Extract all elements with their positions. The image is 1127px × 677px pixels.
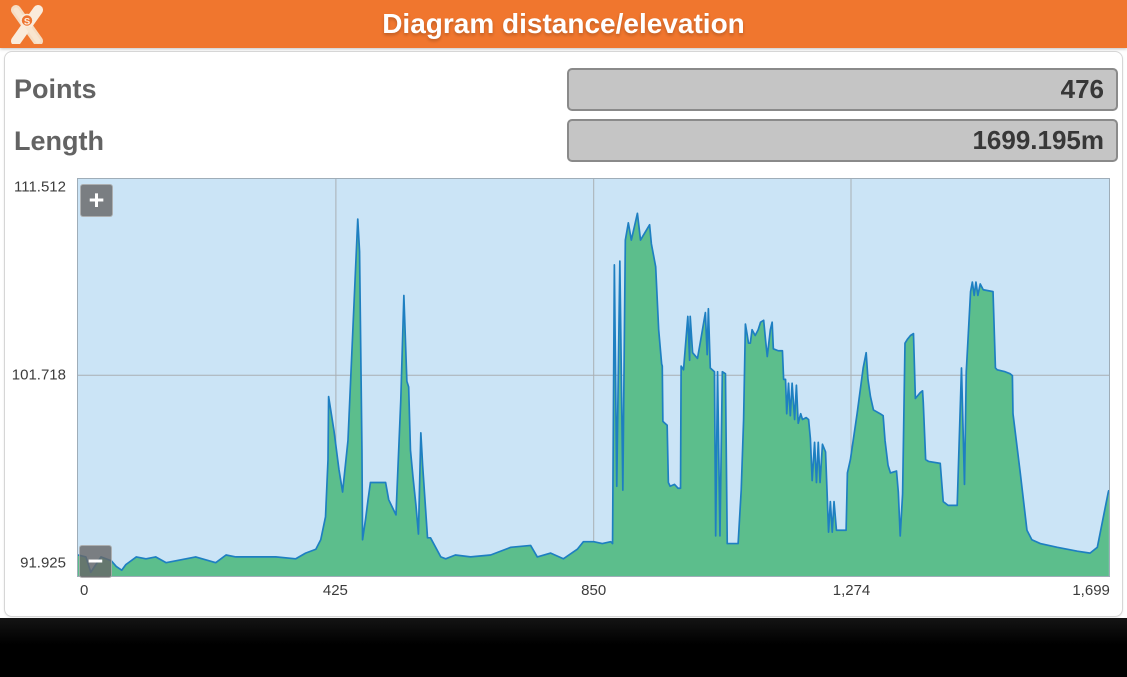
minus-icon: − [87, 546, 104, 576]
x-axis-labels: 0 425 850 1,274 1,699 [77, 581, 1110, 603]
y-axis-labels: 111.512 101.718 91.925 [0, 178, 71, 577]
y-tick-label: 111.512 [14, 178, 66, 196]
x-tick-label: 1,274 [832, 582, 871, 599]
x-tick-label: 0 [80, 582, 89, 599]
logo-badge-letter: S [24, 17, 30, 28]
y-tick-label: 101.718 [11, 366, 66, 384]
elevation-area-chart [78, 179, 1109, 576]
elevation-chart-plot[interactable]: + − [77, 178, 1110, 578]
length-value-field: 1699.195m [567, 119, 1118, 162]
page-title: Diagram distance/elevation [382, 8, 745, 39]
x-tick-label: 1,699 [1072, 582, 1110, 599]
app-logo-icon: S [11, 5, 43, 44]
length-label: Length [14, 126, 104, 156]
zoom-in-button[interactable]: + [80, 184, 113, 217]
y-tick-label: 91.925 [20, 554, 66, 572]
navigation-bar [0, 618, 1127, 677]
x-tick-label: 850 [581, 582, 607, 599]
app-header: S Diagram distance/elevation [0, 0, 1127, 48]
zoom-out-button[interactable]: − [79, 545, 112, 578]
plus-icon: + [88, 185, 105, 215]
points-value-field: 476 [567, 68, 1118, 111]
x-tick-label: 425 [322, 582, 348, 599]
points-label: Points [14, 74, 97, 104]
